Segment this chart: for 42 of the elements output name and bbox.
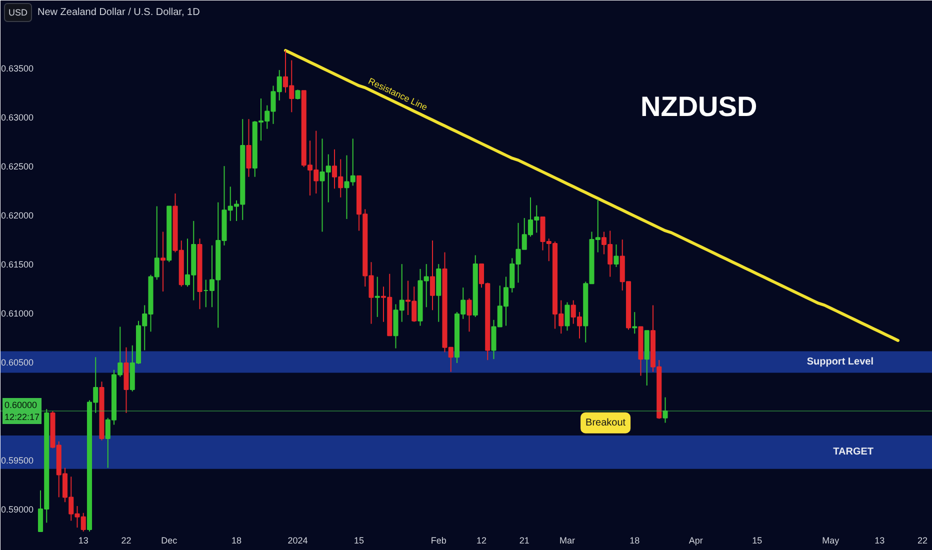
y-tick-label: 0.59500	[0, 456, 34, 466]
y-tick-label: 0.62000	[0, 210, 34, 221]
y-tick-label: 0.59000	[0, 504, 34, 514]
y-tick-label: 0.60500	[0, 358, 34, 368]
x-tick-label: Apr	[688, 536, 703, 546]
x-tick-label: Dec	[161, 536, 178, 546]
x-tick-label: 21	[519, 536, 530, 546]
candlestick	[160, 231, 166, 292]
candlestick	[564, 302, 570, 332]
x-tick-label: 22	[121, 536, 132, 546]
x-tick-label: 2024	[288, 536, 308, 546]
x-tick-label: 15	[354, 536, 364, 546]
candlestick	[466, 298, 472, 332]
line-series	[284, 48, 900, 342]
y-tick-label: 0.63000	[0, 112, 34, 123]
x-tick-label: 15	[752, 536, 762, 546]
x-tick-label: Feb	[430, 536, 446, 546]
x-tick-label: Mar	[560, 536, 576, 546]
band-label: Support Level	[806, 356, 874, 368]
band-label: TARGET	[833, 446, 874, 458]
x-tick-label: May	[822, 536, 840, 546]
x-tick-label: 13	[874, 536, 885, 546]
candlestick	[614, 244, 619, 268]
y-tick-label: 0.61500	[0, 260, 34, 270]
y-tick-label: 0.63500	[0, 64, 34, 74]
y-tick-label: 0.62500	[0, 162, 34, 172]
y-tick-label: 0.61000	[0, 308, 34, 319]
x-tick-label: 18	[231, 536, 242, 546]
candlestick	[430, 240, 436, 311]
annotation: Breakout	[586, 417, 626, 428]
candlestick	[246, 118, 252, 178]
y-axis-title: USD	[8, 8, 28, 18]
x-tick-label: 22	[917, 536, 928, 546]
candlestick	[662, 396, 668, 424]
x-tick-label: 12	[476, 536, 487, 546]
x-tick-label: 18	[630, 536, 640, 546]
text: New Zealand Dollar / U.S. Dollar, 1D	[38, 7, 200, 18]
candlestick	[295, 89, 300, 100]
candlestick	[374, 276, 380, 318]
ref-line-label: 0.60000 12:22:17	[4, 400, 40, 422]
x-tick-label: 13	[78, 536, 88, 546]
annotation: NZDUSD	[640, 91, 758, 122]
